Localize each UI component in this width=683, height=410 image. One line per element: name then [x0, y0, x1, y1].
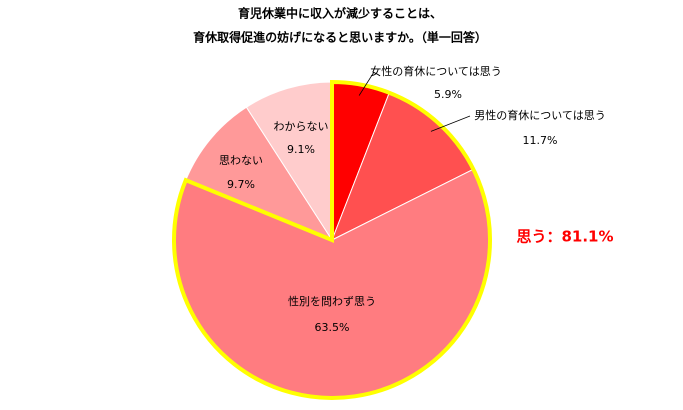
chart-title: 育児休業中に収入が減少することは、: [238, 6, 442, 21]
value-label: 11.7%: [523, 134, 558, 147]
slice-label: 思わない: [219, 154, 263, 167]
annotation: 思う：81.1%: [516, 228, 613, 246]
pie-slice: [185, 106, 334, 242]
value-label: 9.7%: [227, 178, 255, 191]
slice-label: 性別を問わず思う: [288, 294, 376, 308]
slice-label: 女性の育休については思う: [370, 64, 501, 78]
slice-label: わからない: [274, 120, 329, 133]
slice-label: 男性の育休については思う: [474, 108, 605, 122]
value-label: 5.9%: [434, 88, 462, 101]
value-label: 63.5%: [315, 321, 350, 334]
leader-line: [358, 71, 375, 96]
highlight-outline: [172, 79, 492, 400]
chart-title: 育休取得促進の妨げになると思いますか。（単一回答）: [193, 30, 487, 45]
value-label: 9.1%: [287, 143, 315, 156]
leader-line: [430, 115, 471, 132]
